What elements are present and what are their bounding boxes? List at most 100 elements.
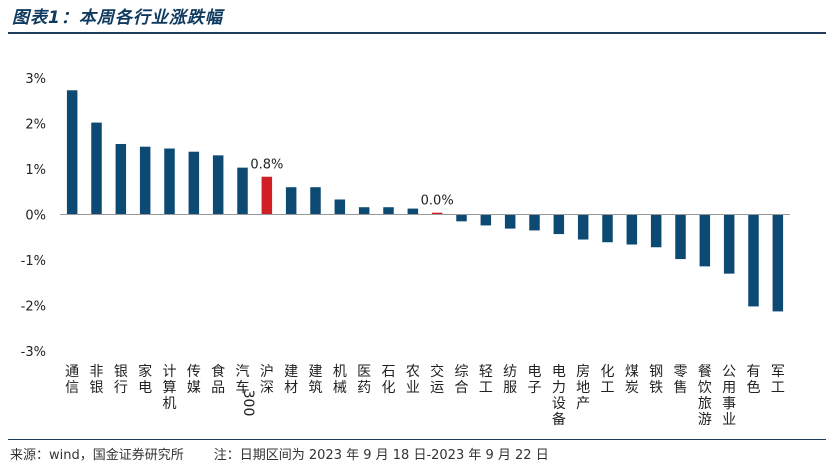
y-tick-label: -1%: [21, 254, 46, 269]
x-tick-label: 力: [552, 380, 566, 396]
figure-title: 图表1：本周各行业涨跌幅: [12, 8, 223, 28]
x-tick-label: 军: [771, 364, 785, 380]
x-tick-label: 炭: [625, 380, 639, 396]
x-tick-label: 游: [698, 412, 712, 428]
x-tick-label: 医: [357, 364, 371, 380]
bar: [407, 208, 419, 215]
bar: [237, 167, 248, 215]
bar: [504, 214, 516, 229]
x-tick-label: 售: [674, 380, 688, 396]
bar: [723, 214, 735, 274]
x-tick-label: 餐: [698, 364, 712, 380]
x-tick-label: 用: [722, 380, 736, 396]
bar: [285, 187, 297, 215]
bar: [626, 214, 638, 245]
bar: [212, 155, 224, 215]
x-tick-label: 深: [260, 380, 274, 396]
bar: [91, 122, 102, 215]
bar: [261, 176, 273, 215]
x-tick-label: 有: [747, 364, 761, 380]
x-tick-label: 交: [430, 363, 444, 380]
x-tick-label: 车: [236, 379, 250, 396]
bar: [456, 214, 467, 222]
y-tick-label: -2%: [21, 300, 46, 315]
bar: [553, 214, 565, 235]
data-label: 0.0%: [421, 194, 454, 209]
x-tick-label: 子: [528, 380, 542, 396]
x-tick-label: 沪: [260, 364, 274, 380]
x-tick-label: 汽: [236, 364, 250, 380]
bar: [577, 214, 589, 240]
x-tick-label: 300: [240, 390, 256, 417]
x-tick-label: 地: [576, 380, 590, 396]
x-tick-label: 旅: [698, 396, 712, 412]
x-tick-label: 品: [211, 380, 225, 396]
x-tick-label: 零: [674, 364, 688, 380]
x-tick-label: 电: [528, 364, 542, 380]
bar: [188, 151, 200, 215]
x-tick-label: 运: [430, 380, 444, 396]
x-tick-label: 饮: [698, 380, 712, 396]
x-tick-label: 钢: [649, 364, 663, 380]
x-tick-label: 设: [552, 396, 566, 412]
x-tick-label: 工: [771, 380, 785, 396]
source-text: 来源：wind，国金证券研究所: [10, 448, 184, 463]
bar: [650, 214, 662, 248]
bar: [310, 187, 321, 215]
x-tick-label: 算: [163, 380, 177, 396]
x-tick-label: 行: [114, 380, 128, 396]
x-tick-label: 媒: [187, 380, 201, 396]
x-tick-label: 服: [503, 380, 517, 396]
x-tick-label: 铁: [649, 380, 663, 396]
x-tick-label: 通: [65, 364, 79, 380]
x-tick-label: 银: [90, 380, 104, 396]
bar: [675, 214, 686, 260]
x-tick-label: 传: [187, 364, 201, 380]
x-tick-label: 农: [406, 364, 420, 380]
bar: [139, 146, 151, 215]
x-tick-label: 非: [90, 364, 104, 380]
x-tick-label: 房: [576, 364, 590, 380]
x-tick-label: 银: [114, 364, 128, 380]
y-tick-label: 0%: [25, 209, 46, 224]
bar: [699, 214, 711, 267]
x-tick-label: 机: [163, 396, 177, 412]
bar: [334, 199, 346, 215]
x-tick-label: 筑: [309, 380, 323, 396]
x-tick-label: 轻: [479, 364, 493, 380]
bar: [115, 143, 127, 215]
x-tick-label: 电: [138, 380, 152, 396]
x-tick-label: 化: [382, 380, 396, 396]
x-tick-label: 事: [722, 396, 736, 412]
bar: [480, 214, 492, 226]
x-tick-label: 材: [284, 380, 298, 396]
x-tick-label: 产: [576, 396, 590, 412]
x-tick-label: 械: [333, 380, 347, 396]
bar: [772, 214, 784, 312]
x-tick-label: 工: [479, 380, 493, 396]
x-tick-label: 机: [333, 364, 347, 380]
x-tick-label: 纺: [503, 364, 517, 380]
bar: [748, 214, 759, 307]
bottom-rule: [8, 439, 826, 440]
x-tick-label: 合: [455, 380, 469, 396]
y-tick-label: -3%: [21, 345, 46, 360]
x-tick-label: 计: [163, 364, 177, 380]
x-tick-label: 家: [138, 363, 152, 380]
x-tick-label: 工: [601, 380, 615, 396]
bar: [164, 148, 175, 215]
x-tick-label: 公: [722, 364, 736, 380]
x-tick-label: 信: [65, 380, 79, 396]
x-tick-label: 化: [601, 364, 615, 380]
x-tick-label: 建: [309, 364, 323, 380]
top-rule: [8, 32, 826, 34]
x-tick-label: 电: [552, 364, 566, 380]
bar: [66, 90, 78, 215]
bar: [383, 207, 394, 215]
bar: [431, 212, 443, 215]
data-label: 0.8%: [250, 158, 283, 173]
bar-chart: 3%2%1%0%-1%-2%-3%通信非银银行家电计算机传媒食品汽车沪深300建…: [21, 72, 790, 428]
x-tick-label: 药: [357, 380, 371, 396]
x-tick-label: 食: [211, 363, 225, 380]
bar: [529, 214, 540, 231]
